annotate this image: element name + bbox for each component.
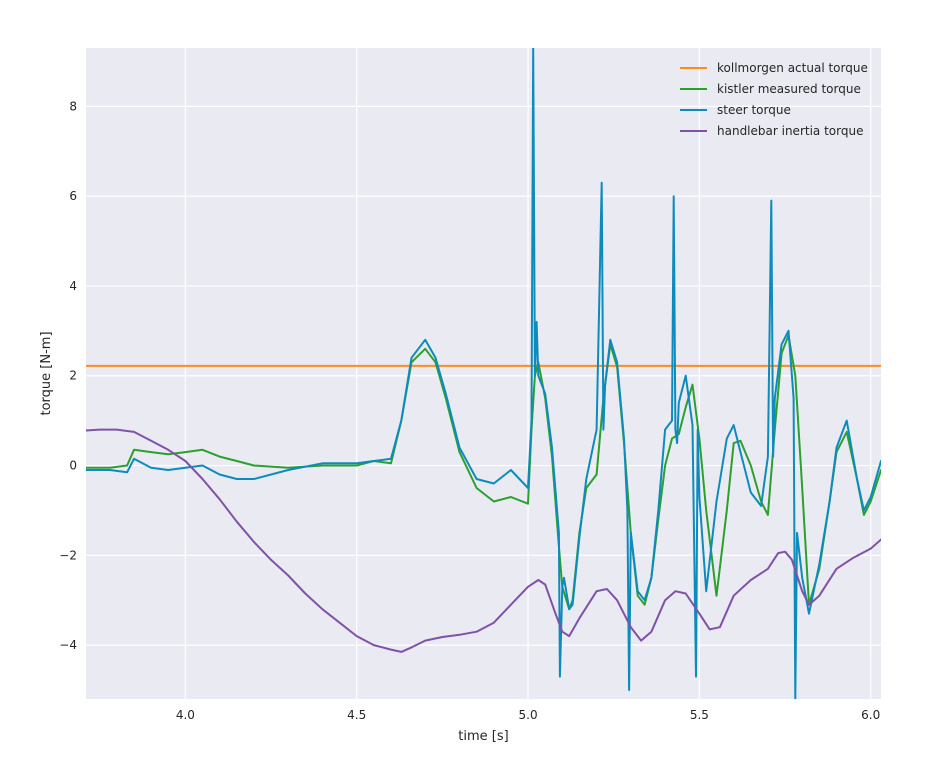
x-tick-label: 4.0 xyxy=(176,708,195,722)
series-line-steer-torque xyxy=(86,48,881,699)
y-axis-label: torque [N-m] xyxy=(39,331,54,415)
legend: kollmorgen actual torque kistler measured… xyxy=(680,61,868,138)
y-tick-label: 6 xyxy=(69,189,77,203)
x-tick-label: 4.5 xyxy=(347,708,366,722)
series-line-kistler-measured-torque xyxy=(86,334,881,611)
series-line-handlebar-inertia-torque xyxy=(86,428,881,653)
plot-background xyxy=(86,48,881,699)
x-tick-label: 5.5 xyxy=(690,708,709,722)
y-tick-label: 2 xyxy=(69,369,77,383)
series-layer xyxy=(86,48,881,699)
y-tick-label: −2 xyxy=(59,548,77,562)
x-tick-label: 6.0 xyxy=(861,708,880,722)
y-tick-label: −4 xyxy=(59,638,77,652)
y-axis-ticks: −4 −2 0 2 4 6 8 xyxy=(59,99,77,652)
legend-label: kollmorgen actual torque xyxy=(717,61,868,75)
legend-label: kistler measured torque xyxy=(717,82,861,96)
grid xyxy=(86,48,881,699)
y-tick-label: 8 xyxy=(69,99,77,113)
legend-label: handlebar inertia torque xyxy=(717,124,863,138)
legend-label: steer torque xyxy=(717,103,791,117)
y-tick-label: 4 xyxy=(69,279,77,293)
x-axis-label: time [s] xyxy=(458,729,508,744)
y-tick-label: 0 xyxy=(69,459,77,473)
x-tick-label: 5.0 xyxy=(519,708,538,722)
x-axis-ticks: 4.0 4.5 5.0 5.5 6.0 xyxy=(176,708,880,722)
